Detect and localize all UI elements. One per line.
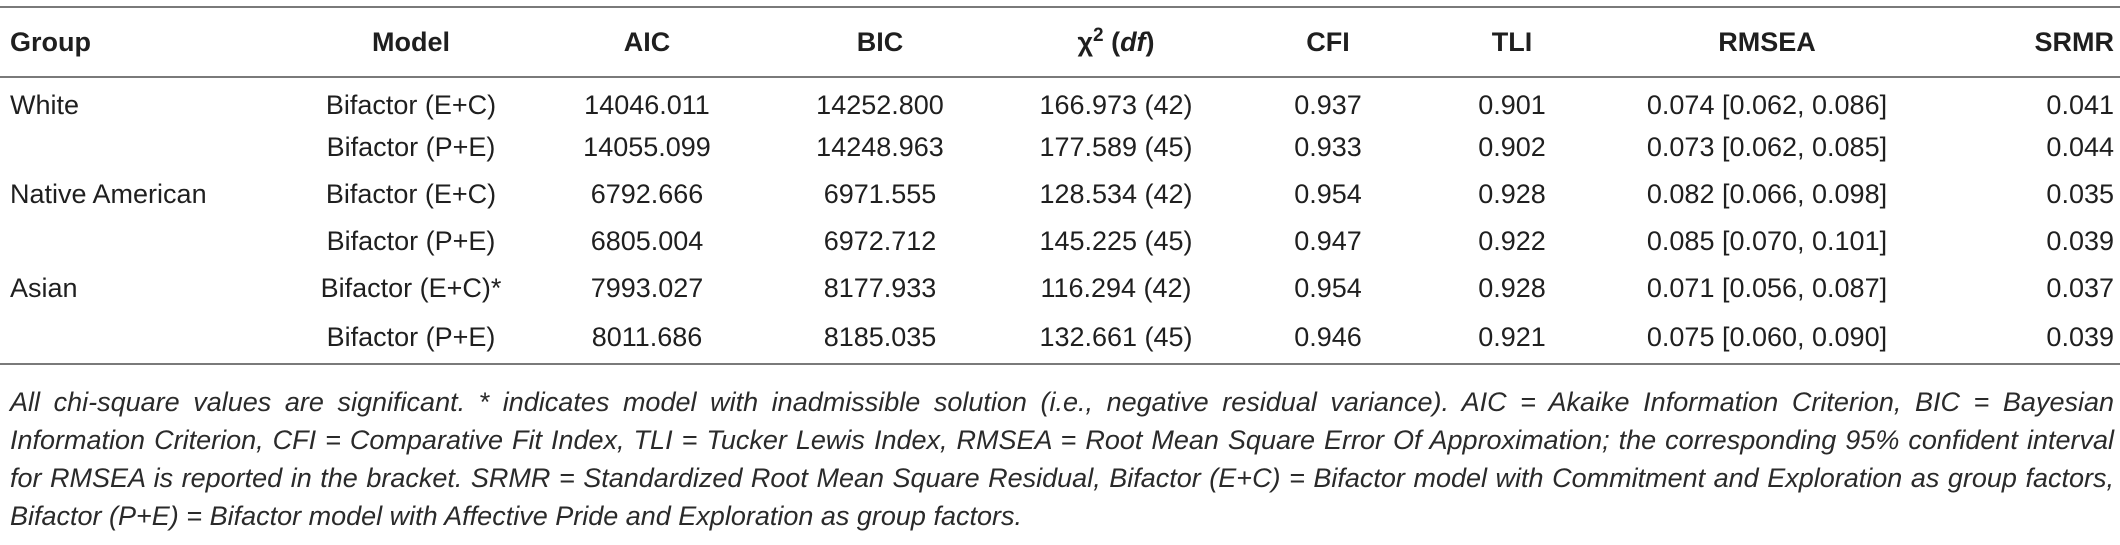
cell-bic: 8177.933 [823, 273, 937, 303]
cell-chi: 116.294 (42) [1040, 273, 1192, 303]
cell-aic: 14046.011 [584, 89, 710, 120]
cell-aic: 6805.004 [590, 226, 704, 256]
cell-tli: 0.901 [1478, 89, 1546, 120]
cell-rmsea: 0.073 [0.062, 0.085] [1646, 132, 1888, 162]
cell-group [0, 312, 292, 364]
cell-bic: 6972.712 [823, 226, 937, 256]
cell-chi: 145.225 (45) [1039, 226, 1193, 256]
header-model: Model [372, 26, 450, 57]
cell-cfi: 0.947 [1294, 226, 1362, 256]
cell-tli: 0.922 [1478, 226, 1546, 256]
cell-srmr: 0.035 [2046, 179, 2114, 209]
cell-tli: 0.928 [1478, 273, 1546, 303]
cell-srmr: 0.037 [2046, 273, 2114, 303]
header-chi-square: χ2 (df) [1077, 24, 1155, 57]
cell-bic: 8185.035 [823, 322, 937, 352]
table-row: Bifactor (P+E) 8011.686 8185.035 132.661… [0, 312, 2120, 364]
cell-group [0, 218, 292, 265]
cell-rmsea: 0.075 [0.060, 0.090] [1646, 322, 1888, 352]
cell-model: Bifactor (P+E) [326, 226, 496, 256]
cell-chi: 177.589 (45) [1039, 132, 1193, 162]
cell-aic: 14055.099 [583, 132, 711, 162]
cell-rmsea: 0.071 [0.056, 0.087] [1646, 273, 1888, 303]
cell-cfi: 0.933 [1294, 132, 1362, 162]
cell-model: Bifactor (P+E) [326, 322, 496, 352]
header-tli: TLI [1491, 26, 1533, 57]
cell-model: Bifactor (E+C)* [320, 273, 502, 303]
cell-cfi: 0.937 [1294, 89, 1362, 120]
header-rmsea: RMSEA [1718, 26, 1816, 57]
header-row: Group Model AIC BIC χ2 (df) CFI TLI RMSE… [0, 7, 2120, 77]
header-aic: AIC [623, 26, 671, 57]
cell-bic: 14248.963 [816, 132, 944, 162]
cell-tli: 0.902 [1478, 132, 1546, 162]
cell-srmr: 0.044 [2046, 132, 2114, 162]
header-srmr: SRMR [2034, 26, 2115, 57]
cell-rmsea: 0.074 [0.062, 0.086] [1646, 89, 1888, 120]
cell-aic: 8011.686 [591, 322, 703, 352]
cell-model: Bifactor (P+E) [326, 132, 496, 162]
cell-tli: 0.921 [1478, 322, 1546, 352]
cell-aic: 6792.666 [590, 179, 704, 209]
cell-rmsea: 0.085 [0.070, 0.101] [1646, 226, 1888, 256]
cell-cfi: 0.946 [1294, 322, 1362, 352]
cell-model: Bifactor (E+C) [325, 179, 497, 209]
chi-symbol: χ [1077, 26, 1093, 57]
chi-superscript: 2 [1092, 24, 1104, 46]
cell-group: Native American [10, 179, 207, 209]
table-row: White Bifactor (E+C) 14046.011 14252.800… [0, 77, 2120, 124]
cell-bic: 6971.555 [823, 179, 937, 209]
cell-srmr: 0.041 [2046, 89, 2114, 120]
cell-srmr: 0.039 [2046, 226, 2114, 256]
cell-cfi: 0.954 [1294, 179, 1362, 209]
cell-bic: 14252.800 [816, 89, 944, 120]
cell-rmsea: 0.082 [0.066, 0.098] [1646, 179, 1888, 209]
header-cfi: CFI [1306, 26, 1350, 57]
cell-chi: 166.973 (42) [1039, 89, 1193, 120]
cell-group: Asian [10, 273, 78, 303]
model-fit-table: Group Model AIC BIC χ2 (df) CFI TLI RMSE… [0, 6, 2120, 365]
cell-group: White [10, 89, 80, 120]
table-row: Bifactor (P+E) 14055.099 14248.963 177.5… [0, 124, 2120, 171]
cell-chi: 132.661 (45) [1039, 322, 1193, 352]
cell-model: Bifactor (E+C) [325, 89, 497, 120]
header-group: Group [10, 26, 91, 57]
header-bic: BIC [856, 26, 904, 57]
cell-tli: 0.928 [1478, 179, 1546, 209]
table-row: Asian Bifactor (E+C)* 7993.027 8177.933 … [0, 265, 2120, 312]
cell-chi: 128.534 (42) [1039, 179, 1193, 209]
chi-df: df [1120, 26, 1146, 57]
cell-group [0, 124, 292, 171]
cell-srmr: 0.039 [2046, 322, 2114, 352]
cell-aic: 7993.027 [590, 273, 704, 303]
table-footnote: All chi-square values are significant. *… [10, 387, 2114, 531]
table-row: Bifactor (P+E) 6805.004 6972.712 145.225… [0, 218, 2120, 265]
table-row: Native American Bifactor (E+C) 6792.666 … [0, 171, 2120, 218]
cell-cfi: 0.954 [1294, 273, 1362, 303]
